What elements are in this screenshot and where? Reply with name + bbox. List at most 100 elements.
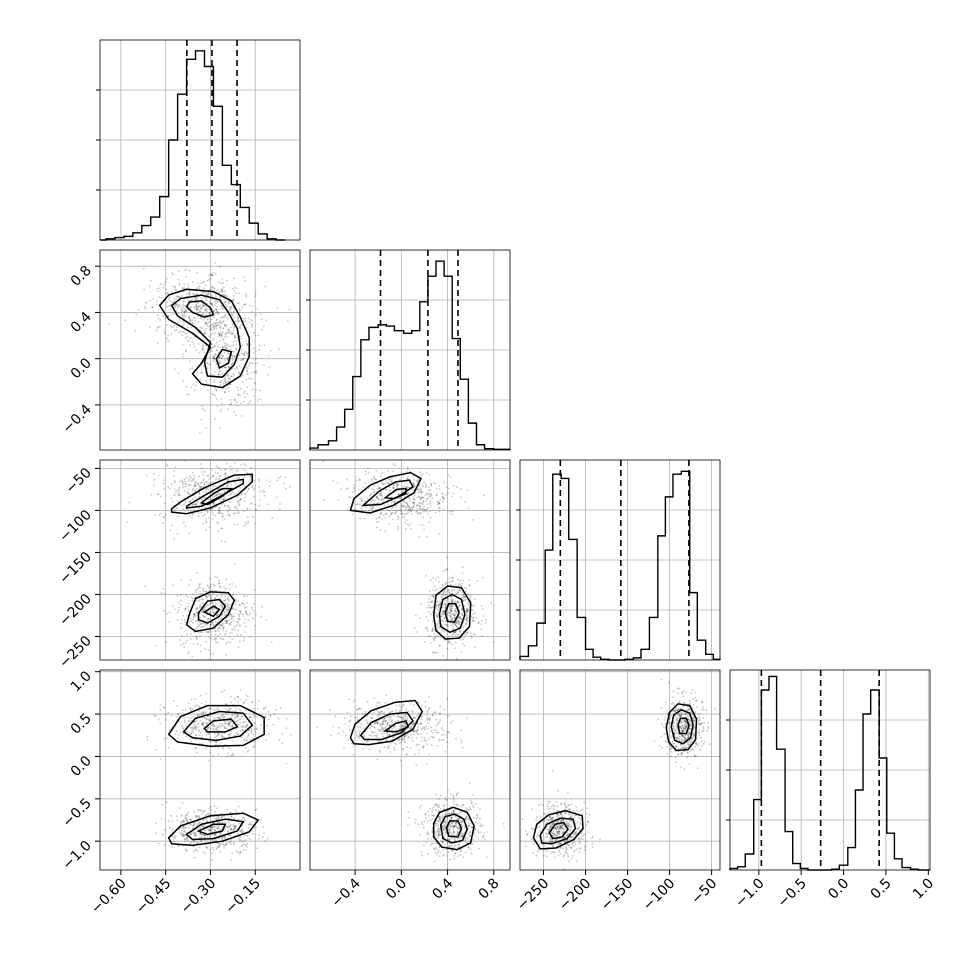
scatter-point [391,728,393,730]
scatter-point [228,722,230,724]
scatter-point [402,715,405,718]
scatter-point [205,327,208,330]
scatter-point [218,360,221,362]
scatter-point [420,490,423,493]
scatter-point [255,826,258,829]
scatter-point [450,607,452,610]
scatter-point [199,310,202,313]
scatter-point [196,500,199,503]
scatter-point [162,482,165,485]
scatter-point [288,308,291,311]
scatter-point [174,494,177,497]
scatter-point [441,628,443,630]
scatter-point [431,714,434,717]
scatter-point [175,835,177,837]
scatter-point [204,309,207,312]
scatter-point [184,709,187,711]
scatter-point [194,821,196,824]
scatter-point [209,740,212,743]
scatter-point [439,587,442,589]
scatter-point [254,508,257,511]
scatter-point [416,488,419,491]
scatter-point [215,816,218,819]
scatter-point [214,332,217,335]
scatter-point [167,339,170,342]
scatter-point [376,722,379,725]
scatter-point [463,625,466,627]
scatter-point [222,498,225,501]
scatter-point [226,809,229,811]
scatter-point [235,810,238,813]
scatter-point [194,481,197,484]
scatter-point [208,278,211,281]
scatter-point [196,842,199,845]
scatter-point [449,619,452,622]
scatter-point [185,838,188,841]
scatter-point [211,285,214,287]
scatter-point [490,601,492,604]
scatter-point [383,746,386,749]
scatter-point [213,495,216,498]
density-contour [349,471,422,514]
scatter-point [246,323,248,325]
scatter-point [194,319,197,322]
scatter-point [448,510,451,513]
scatter-point [457,584,460,587]
scatter-point [363,735,366,738]
scatter-point [442,840,444,843]
scatter-point [238,489,240,492]
scatter-point [221,604,223,607]
scatter-point [405,501,408,504]
scatter-point [428,590,431,593]
scatter-point [449,615,452,618]
scatter-point [289,733,292,736]
scatter-point [413,503,416,505]
scatter-point [250,729,253,732]
scatter-point [189,337,192,339]
scatter-point [203,590,206,593]
scatter-point [213,589,216,592]
scatter-point [215,727,218,730]
scatter-point [332,479,335,482]
scatter-point [239,633,242,636]
scatter-point [193,316,196,319]
scatter-point [201,347,204,350]
scatter-point [442,592,445,595]
scatter-point [204,292,207,295]
scatter-point [218,626,221,629]
scatter-point [223,844,225,847]
scatter-point [379,516,381,519]
scatter-point [348,728,350,731]
scatter-point [208,517,210,520]
scatter-point [470,595,472,597]
scatter-point [346,487,349,490]
scatter-point [242,637,245,640]
scatter-point [211,294,213,297]
scatter-point [397,515,400,518]
scatter-point [235,608,238,611]
scatter-point [475,617,478,620]
scatter-point [253,331,255,334]
scatter-point [238,822,241,825]
scatter-point [215,465,218,467]
scatter-point [393,513,396,515]
scatter-point [242,317,245,320]
scatter-point [205,297,208,299]
scatter-point [200,317,202,320]
scatter-point [162,833,164,836]
scatter-point [455,621,458,624]
scatter-point [170,814,172,817]
scatter-point [428,606,431,609]
scatter-point [217,726,220,729]
scatter-point [209,623,212,626]
scatter-point [215,641,218,644]
scatter-point [143,288,145,291]
scatter-point [237,389,240,392]
scatter-point [216,300,219,302]
scatter-point [456,592,459,594]
scatter-point [168,611,171,614]
scatter-point [241,352,243,355]
scatter-point [182,642,185,645]
scatter-point [236,716,239,719]
scatter-point [269,714,272,717]
